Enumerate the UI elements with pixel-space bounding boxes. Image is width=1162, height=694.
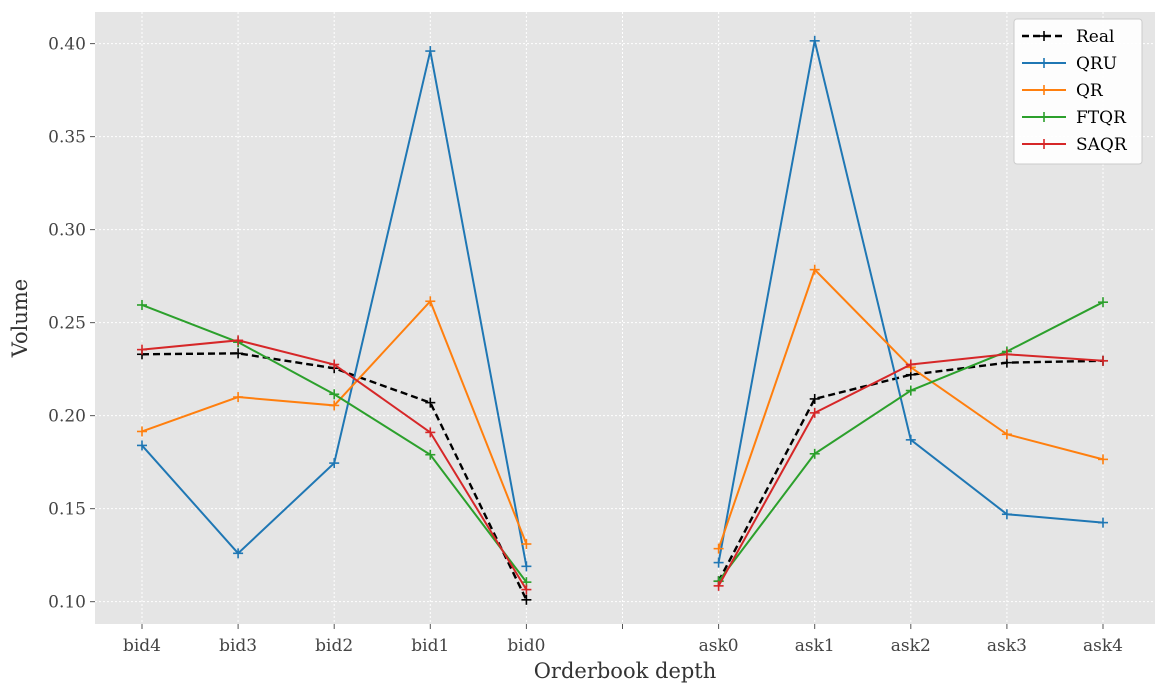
data-point <box>137 299 147 310</box>
x-tick-label: ask4 <box>1083 636 1123 656</box>
legend-item-saqr: SAQR <box>1022 135 1128 155</box>
x-tick-label: bid0 <box>507 636 545 656</box>
legend-label: Real <box>1076 27 1114 47</box>
x-axis-title: Orderbook depth <box>534 659 717 683</box>
data-point <box>809 264 820 275</box>
data-point <box>905 359 916 370</box>
x-tick-label: ask1 <box>795 636 835 656</box>
y-tick-label: 0.30 <box>48 221 86 241</box>
x-tick-label: bid1 <box>411 636 449 656</box>
x-tick-label: ask0 <box>699 636 739 656</box>
y-axis-title: Volume <box>8 279 32 358</box>
data-point <box>521 594 532 605</box>
series-lines <box>137 35 1108 605</box>
legend-label: QR <box>1076 81 1104 101</box>
y-tick-label: 0.40 <box>48 35 86 55</box>
x-tick-label: bid4 <box>123 636 161 656</box>
data-point <box>809 393 820 404</box>
data-point <box>1098 355 1108 366</box>
legend: Real QRU QR FTQR SAQR <box>1013 18 1143 165</box>
data-point <box>425 449 436 460</box>
y-tick-label: 0.10 <box>48 593 86 613</box>
data-point <box>713 557 724 568</box>
data-point <box>521 584 532 595</box>
data-point <box>905 385 916 396</box>
data-point <box>713 543 724 554</box>
data-point <box>329 389 340 400</box>
legend-item-qru: QRU <box>1022 54 1117 74</box>
x-tick-label: bid3 <box>219 636 257 656</box>
data-point <box>521 539 532 550</box>
y-tick-label: 0.20 <box>48 407 86 427</box>
legend-marker <box>1039 58 1049 68</box>
data-point <box>233 348 244 359</box>
data-point <box>1001 357 1012 368</box>
data-point <box>809 407 820 418</box>
legend-marker <box>1039 31 1049 41</box>
x-tick-label: bid2 <box>315 636 353 656</box>
data-point <box>425 397 436 408</box>
y-tick-label: 0.15 <box>48 500 86 520</box>
y-tick-label: 0.25 <box>48 314 86 334</box>
data-point <box>233 548 244 559</box>
y-tick-label: 0.35 <box>48 128 86 148</box>
data-point <box>713 580 724 591</box>
grid <box>95 12 1155 624</box>
series-saqr <box>137 335 1108 595</box>
data-point <box>1098 297 1108 308</box>
data-point <box>329 458 340 469</box>
data-point <box>1001 429 1012 440</box>
data-point <box>1098 454 1108 465</box>
data-point <box>137 426 147 437</box>
series-qru <box>137 35 1108 572</box>
series-line <box>717 359 1104 582</box>
data-point <box>137 440 147 451</box>
axes: 0.10 0.15 0.20 0.25 0.30 0.35 0.40 bid4 bid3 bid2… <box>48 35 1123 656</box>
data-point <box>329 359 340 370</box>
data-point <box>425 46 436 57</box>
legend-item-ftqr: FTQR <box>1022 108 1127 128</box>
legend-label: QRU <box>1076 54 1117 74</box>
plot-background <box>95 12 1155 624</box>
legend-label: FTQR <box>1076 108 1127 128</box>
data-point <box>809 448 820 459</box>
data-point <box>425 427 436 438</box>
legend-marker <box>1039 112 1049 122</box>
data-point <box>521 561 532 572</box>
legend-label: SAQR <box>1076 135 1128 155</box>
legend-item-real: Real <box>1022 27 1114 47</box>
data-point <box>137 344 147 355</box>
legend-box <box>1013 18 1143 165</box>
data-point <box>329 400 340 411</box>
x-tick-label: ask2 <box>891 636 931 656</box>
legend-marker <box>1039 85 1049 95</box>
data-point <box>425 296 436 307</box>
legend-item-qr: QR <box>1022 81 1104 101</box>
data-point <box>1098 517 1108 528</box>
data-point <box>1001 509 1012 520</box>
data-point <box>809 35 820 46</box>
data-point <box>1001 349 1012 360</box>
x-tick-label: ask3 <box>987 636 1027 656</box>
data-point <box>905 434 916 445</box>
legend-marker <box>1039 139 1049 149</box>
data-point <box>233 335 244 346</box>
data-point <box>233 392 244 403</box>
